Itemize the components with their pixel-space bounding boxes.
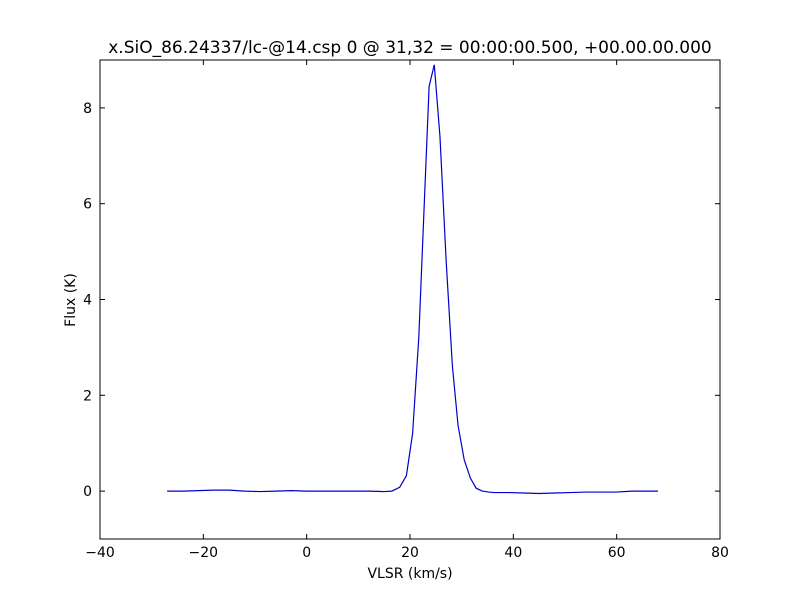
- x-tick-label: 40: [504, 545, 522, 561]
- y-tick-label: 0: [83, 484, 92, 500]
- x-tick-label: −40: [85, 545, 115, 561]
- x-axis-label: VLSR (km/s): [367, 566, 452, 582]
- x-tick-label: 60: [608, 545, 626, 561]
- y-tick-label: 2: [83, 388, 92, 404]
- x-tick-label: 0: [302, 545, 311, 561]
- y-axis-label: Flux (K): [63, 273, 79, 327]
- y-tick-label: 4: [83, 293, 92, 309]
- series-line: [167, 64, 658, 495]
- x-tick-label: −20: [189, 545, 219, 561]
- x-tick-label: 80: [711, 545, 729, 561]
- y-tick-label: 6: [83, 197, 92, 213]
- y-tick-label: 8: [83, 101, 92, 117]
- chart-title: x.SiO_86.24337/lc-@14.csp 0 @ 31,32 = 00…: [108, 38, 712, 58]
- x-tick-label: 20: [401, 545, 419, 561]
- plot-frame: [99, 59, 721, 540]
